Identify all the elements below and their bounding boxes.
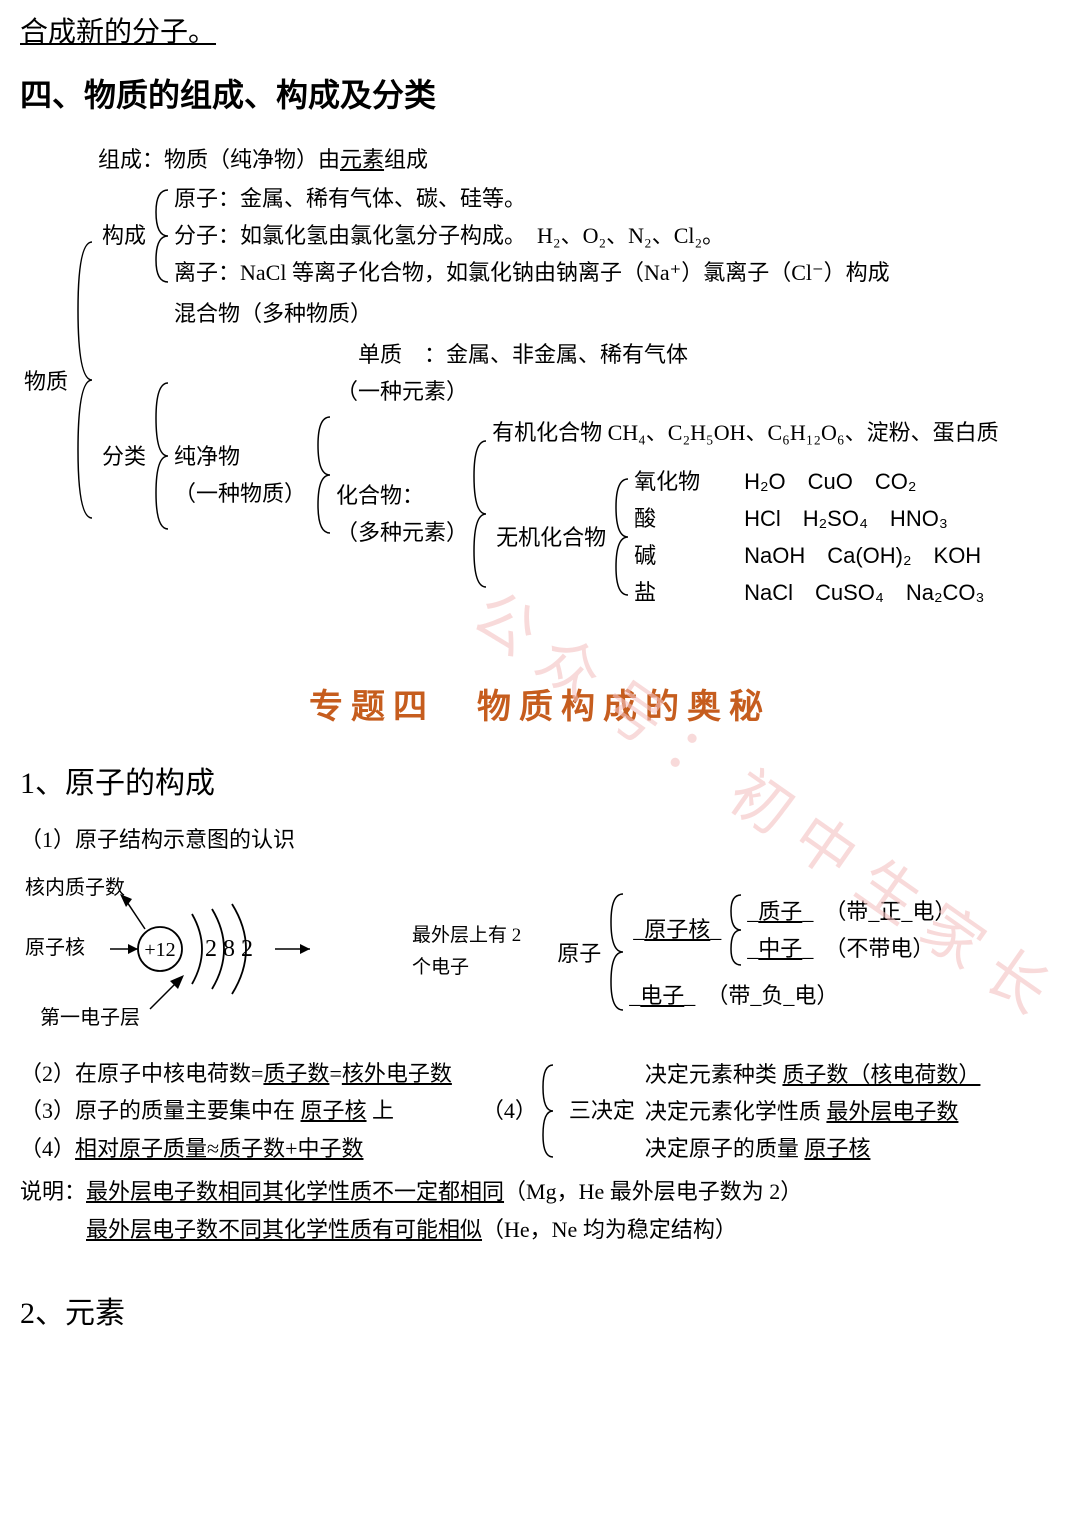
s1-1: （1）原子结构示意图的认识	[20, 822, 1060, 854]
oxide-row: 氧化物H₂O CuO CO₂	[634, 463, 984, 500]
atom-schematic: 核内质子数 原子核 第一电子层 +12 2 8 2	[20, 869, 400, 1035]
brace-icon	[468, 414, 492, 613]
shell1-label-svg: 第一电子层	[40, 1006, 140, 1029]
note-block: 说明：最外层电子数相同其化学性质不一定都相同（Mg，He 最外层电子数为 2） …	[20, 1173, 1060, 1248]
pure-top: 纯净物	[174, 438, 306, 475]
outer-label-1: 最外层上有 2	[412, 920, 521, 953]
compound-bot: （多种元素）	[336, 514, 468, 551]
brace-icon	[537, 1063, 559, 1159]
organic-line: 有机化合物 CH₄、C₂H₅OH、C₆H₁₂O₆、淀粉、蛋白质	[492, 414, 999, 451]
top-fragment: 合成新的分子。	[20, 10, 1060, 50]
mixture-line: 混合物（多种物质）	[174, 295, 999, 332]
brace-icon	[725, 893, 747, 967]
right-decide: （4） 三决定 决定元素种类 质子数（核电荷数） 决定元素化学性质 最外层电子数…	[482, 1055, 981, 1167]
proton-line: _质子_ （带_正_电）	[747, 893, 956, 930]
nucleus-label-svg: 原子核	[25, 936, 85, 959]
pure-bot: （一种物质）	[174, 475, 306, 512]
brace-icon	[72, 141, 98, 619]
atom-row: 核内质子数 原子核 第一电子层 +12 2 8 2 最外层上有 2 个电子	[20, 869, 1060, 1035]
brace-icon	[610, 463, 634, 611]
nucleus-node: _原子核_	[629, 893, 725, 967]
brace-icon	[150, 180, 174, 291]
element-line: 单质 ：金属、非金属、稀有气体	[336, 336, 688, 373]
outer-label-2: 个电子	[412, 952, 521, 985]
molecule-line: 分子：如氯化氢由氯化氢分子构成。 H₂、O₂、N₂、Cl₂。	[174, 217, 890, 254]
base-row: 碱NaOH Ca(OH)₂ KOH	[634, 537, 984, 574]
neutron-line: _中子_ （不带电）	[747, 930, 956, 967]
shells-text: 2 8 2	[205, 936, 253, 962]
left-statements: （2）在原子中核电荷数=质子数=核外电子数 （3）原子的质量主要集中在 原子核 …	[20, 1055, 452, 1167]
electron-line: _电子_ （带_负_电）	[629, 977, 956, 1014]
matter-classification-tree: 物质 组成：物质（纯净物）由元素组成 构成 原子：金属、稀有气体、碳、硅等。 分…	[20, 141, 1060, 619]
ion-line: 离子：NaCl 等离子化合物，如氯化钠由钠离子（Na⁺）氯离子（Cl⁻）构成	[174, 254, 890, 291]
composition-line: 组成：物质（纯净物）由元素组成	[98, 141, 999, 178]
nucleus-charge: +12	[144, 939, 175, 961]
class-label: 分类	[98, 295, 150, 617]
brace-icon	[150, 295, 174, 617]
inorganic-label: 无机化合物	[492, 463, 610, 611]
salt-row: 盐NaCl CuSO₄ Na₂CO₃	[634, 574, 984, 611]
brace-icon	[312, 334, 336, 615]
section4-title: 四、物质的组成、构成及分类	[20, 70, 1060, 116]
brace-icon	[605, 891, 629, 1014]
atom-tree-root: 原子	[553, 891, 605, 1014]
tree-root-label: 物质	[20, 141, 72, 619]
components-label: 构成	[98, 180, 150, 291]
s1-title: 1、原子的构成	[20, 758, 1060, 802]
atom-line: 原子：金属、稀有气体、碳、硅等。	[174, 180, 890, 217]
proton-count-label: 核内质子数	[25, 876, 125, 899]
s2-title: 2、元素	[20, 1288, 1060, 1332]
acid-row: 酸HCl H₂SO₄ HNO₃	[634, 500, 984, 537]
compound-top: 化合物：	[336, 477, 468, 514]
topic-title: 专题四 物质构成的奥秘	[20, 679, 1060, 728]
element-note: （一种元素）	[336, 373, 688, 410]
